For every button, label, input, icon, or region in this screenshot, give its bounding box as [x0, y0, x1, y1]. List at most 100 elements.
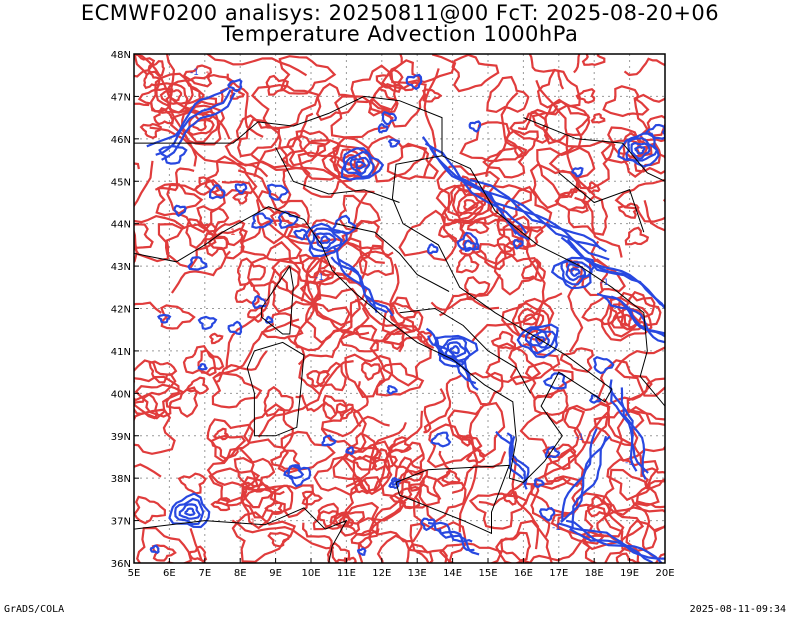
warm-contour: [299, 276, 368, 327]
cold-contour: [570, 245, 665, 310]
lat-tick-label: 43N: [111, 262, 131, 273]
warm-contour: [134, 223, 154, 249]
cold-contour: [227, 78, 243, 93]
cold-contour: [438, 528, 480, 556]
warm-contour: [236, 257, 266, 287]
warm-contour: [493, 250, 540, 296]
warm-contour: [251, 154, 375, 194]
warm-contour: [616, 405, 665, 463]
warm-contour: [350, 64, 398, 112]
warm-contour: [380, 59, 422, 92]
warm-contour: [338, 513, 355, 528]
lat-tick-label: 44N: [111, 220, 131, 231]
cold-contour: [602, 295, 665, 344]
coastline-border: [523, 117, 665, 182]
warm-contour: [458, 434, 474, 447]
warm-contour: [134, 383, 184, 418]
lat-tick-label: 46N: [111, 135, 131, 146]
lon-tick-label: 17E: [549, 568, 568, 579]
warm-contour: [329, 511, 366, 537]
coastline-border: [134, 95, 443, 156]
cold-contour: [340, 147, 385, 181]
warm-contour: [322, 394, 348, 421]
warm-contour: [418, 474, 467, 523]
warm-contour: [330, 95, 394, 139]
warm-contour: [315, 82, 357, 122]
warm-contour: [295, 394, 337, 414]
warm-contour: [416, 330, 433, 344]
cold-contour: [251, 294, 268, 309]
warm-contour: [567, 266, 584, 353]
cold-contour: [157, 313, 172, 324]
warm-contour: [134, 463, 162, 478]
warm-contour: [466, 371, 504, 406]
coastlines-and-borders: [134, 95, 665, 563]
contour-labels: -1 1 1 -1 -1 -1 1 -1 -1 1: [190, 68, 634, 533]
cold-contour: [426, 243, 439, 255]
warm-contour: [464, 276, 491, 301]
coastline-border: [275, 147, 400, 203]
warm-contour: [311, 287, 361, 335]
warm-contour: [406, 542, 448, 563]
warm-contour: [422, 68, 440, 178]
warm-contour: [616, 313, 633, 327]
warm-contour: [210, 434, 247, 460]
warm-contour: [247, 240, 301, 294]
cold-contour: [565, 519, 664, 563]
warm-contour: [623, 57, 665, 77]
warm-contour: [575, 87, 596, 104]
warm-contour: [214, 318, 300, 378]
cold-contour: [524, 327, 557, 355]
lon-tick-label: 14E: [443, 568, 462, 579]
lon-tick-label: 15E: [478, 568, 497, 579]
warm-contour: [600, 126, 653, 164]
lon-tick-label: 8E: [234, 568, 247, 579]
warm-contour: [617, 202, 640, 219]
warm-contour: [455, 253, 480, 274]
warm-contour: [208, 332, 224, 345]
cold-contour: [345, 446, 355, 455]
warm-contour: [456, 192, 485, 216]
warm-contour: [231, 511, 297, 563]
warm-contour: [423, 388, 447, 434]
cold-contour: [479, 187, 610, 261]
warm-contour: [150, 72, 205, 114]
warm-contour: [368, 453, 424, 540]
cold-contour: [435, 336, 479, 391]
warm-contour: [247, 306, 264, 324]
axis-ticks: 5E 6E 7E 8E 9E 10E 11E 12E 13E 14E 15E 16E 17E 18E 19E…: [111, 50, 675, 579]
cold-contour: [544, 445, 561, 459]
warm-contour: [344, 446, 379, 471]
warm-contour: [265, 74, 289, 96]
cold-contour: [630, 141, 651, 160]
cold-contour: [570, 166, 584, 178]
warm-contour: [350, 529, 373, 550]
cold-contour: [197, 362, 208, 371]
warm-contour: [160, 304, 196, 330]
warm-contour: [574, 196, 623, 258]
warm-contour: [386, 142, 439, 180]
cold-contour: [320, 235, 331, 245]
cold-contour: [381, 110, 398, 126]
lon-tick-label: 19E: [620, 568, 639, 579]
lon-tick-label: 18E: [585, 568, 604, 579]
warm-contour: [154, 167, 195, 192]
warm-contour: [277, 430, 336, 475]
warm-contour: [530, 483, 551, 538]
warm-contour: [519, 406, 586, 459]
cold-contour: [234, 182, 248, 195]
warm-contour: [320, 415, 390, 438]
warm-contour: [224, 118, 289, 169]
warm-contour: [643, 200, 665, 232]
warm-contour: [226, 73, 264, 138]
cold-contour: [277, 210, 299, 230]
lat-tick-label: 42N: [111, 305, 131, 316]
coastline-border: [558, 172, 645, 233]
cold-contour: [592, 355, 615, 375]
warm-contour: [535, 79, 596, 197]
warm-contour: [639, 114, 665, 143]
cold-contour: [161, 92, 236, 161]
cold-contour: [386, 385, 398, 395]
warm-contour: [602, 85, 650, 118]
